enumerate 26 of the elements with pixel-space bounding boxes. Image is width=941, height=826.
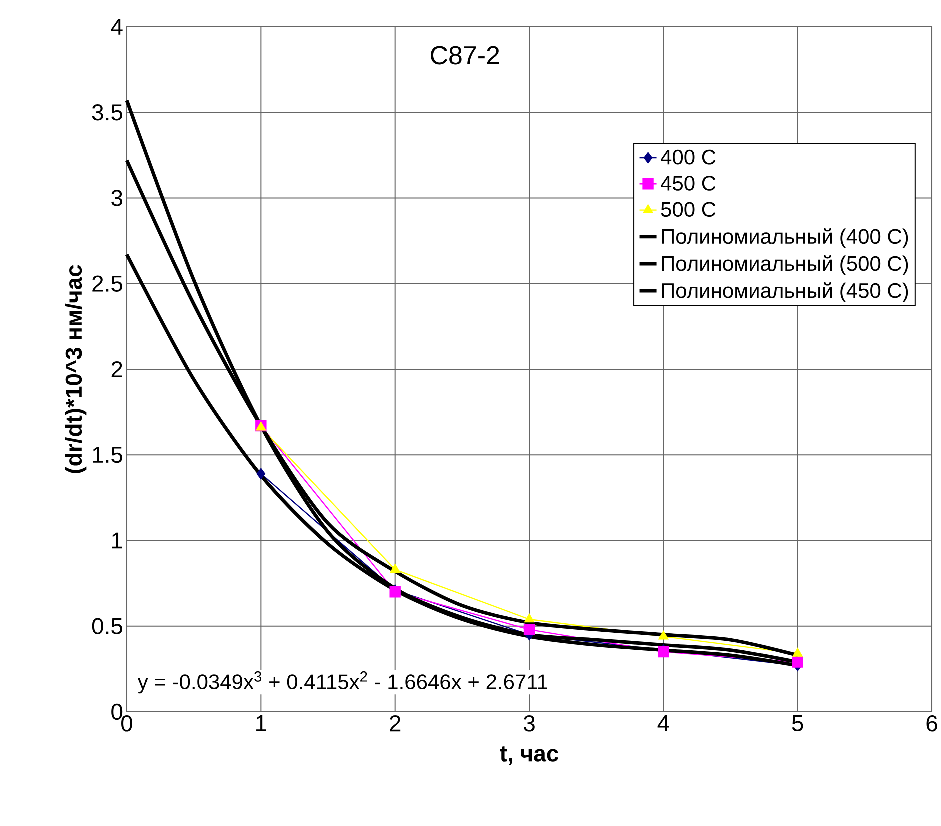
- y-tick-label: 3.5: [92, 104, 123, 121]
- text: C87-2: [431, 46, 500, 65]
- y-tick-label: 2.5: [92, 276, 123, 292]
- x-tick-label: 2: [390, 716, 401, 732]
- legend-label: Полиномиальный (450 C): [662, 282, 908, 302]
- y-tick-label: 2: [112, 361, 122, 378]
- y-tick-label: 3: [112, 190, 122, 206]
- x-axis-title: t, час: [500, 746, 559, 766]
- x-tick-label: 3: [524, 716, 535, 732]
- x-tick-label: 4: [658, 716, 670, 732]
- x-tick-label: 0: [122, 716, 133, 732]
- legend-label: 450 C: [661, 176, 716, 191]
- y-tick-label: 1.5: [93, 447, 123, 464]
- y-tick-label: 0.5: [92, 618, 123, 634]
- y-tick-label: 4: [111, 19, 123, 35]
- y-tick-label: 1: [112, 532, 122, 549]
- legend-label: Полиномиальный (400 C): [662, 228, 908, 248]
- legend-label: 400 C: [661, 150, 716, 165]
- annotation: y = -0.0349x$^{3}$ + 0.4115x$^{2}$ - 1.6646x + 2.6711: [138, 672, 548, 694]
- y-axis-title: (dr/dt)*10^3 нм/час: [65, 265, 87, 474]
- legend-label: 500 C: [661, 202, 716, 218]
- x-tick-label: 6: [926, 716, 938, 732]
- y-tick-label: 0: [112, 704, 123, 720]
- legend-label: Полиномиальный (500 C): [662, 255, 908, 276]
- x-tick-label: 1: [256, 716, 266, 732]
- x-tick-label: 5: [792, 716, 804, 732]
